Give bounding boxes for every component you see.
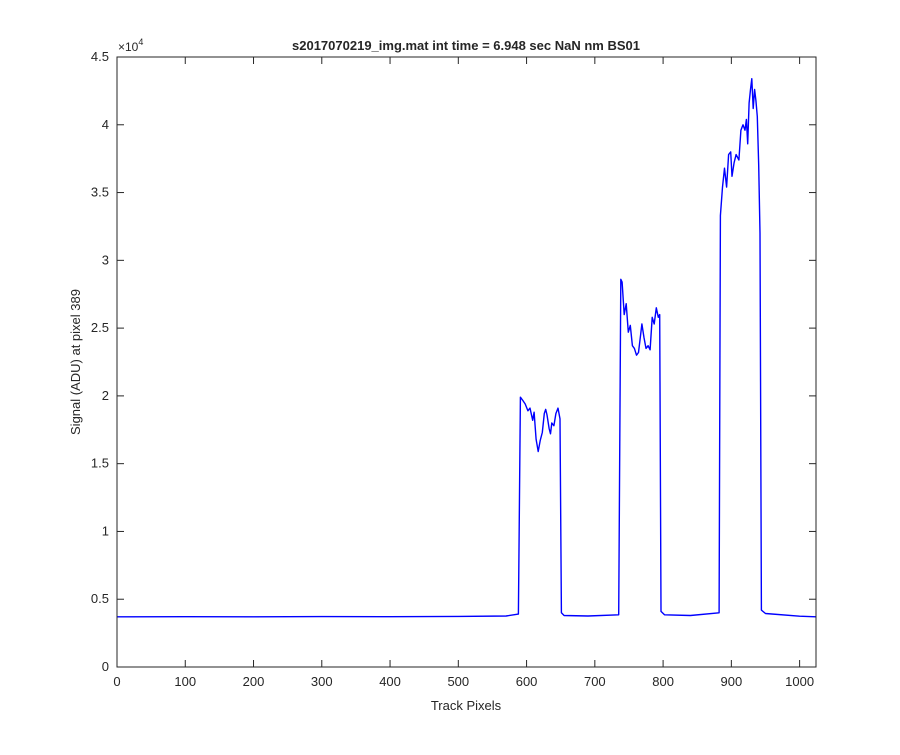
x-axis-label: Track Pixels: [431, 698, 502, 713]
y-tick-label: 2.5: [91, 320, 109, 335]
y-tick-label: 4.5: [91, 49, 109, 64]
x-tick-label: 200: [243, 674, 265, 689]
y-tick-label: 1: [102, 523, 109, 538]
y-exponent-label: ×104: [118, 37, 143, 54]
x-tick-label: 800: [652, 674, 674, 689]
chart-title: s2017070219_img.mat int time = 6.948 sec…: [292, 38, 640, 53]
x-tick-label: 0: [113, 674, 120, 689]
axes-box: [116, 56, 817, 668]
y-tick-label: 0: [102, 659, 109, 674]
ticks-layer: 0 100 200 300 400 500 600 700 800 900 1000 0 0.5 1 1.5…: [91, 49, 816, 689]
y-exponent-power: 4: [138, 37, 143, 47]
y-tick-label: 2: [102, 388, 109, 403]
y-tick-label: 0.5: [91, 591, 109, 606]
y-axis-label: Signal (ADU) at pixel 389: [68, 289, 83, 435]
x-tick-label: 1000: [785, 674, 814, 689]
x-tick-label: 400: [379, 674, 401, 689]
x-tick-label: 100: [174, 674, 196, 689]
y-tick-label: 1.5: [91, 456, 109, 471]
y-tick-label: 3: [102, 252, 109, 267]
x-tick-label: 500: [447, 674, 469, 689]
y-tick-label: 3.5: [91, 185, 109, 200]
y-exponent-base: ×10: [118, 40, 139, 54]
y-tick-label: 4: [102, 117, 109, 132]
plot-area: [117, 57, 816, 667]
x-tick-label: 900: [721, 674, 743, 689]
series-line: [116, 77, 817, 618]
x-tick-label: 700: [584, 674, 606, 689]
x-tick-label: 600: [516, 674, 538, 689]
x-tick-label: 300: [311, 674, 333, 689]
